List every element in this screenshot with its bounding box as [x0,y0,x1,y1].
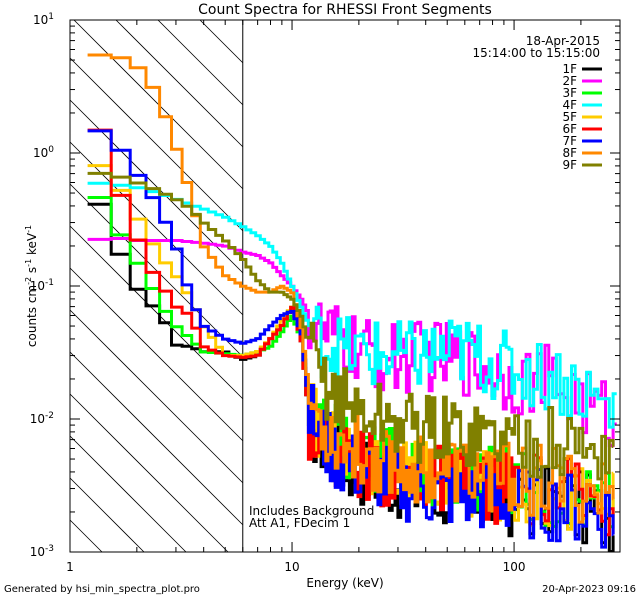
series-line-4F [87,181,617,429]
legend-label-5F: 5F [562,110,577,124]
timestamp-label: 20-Apr-2023 09:16 [542,584,636,595]
y-tick-label: 10-2 [30,411,54,426]
legend-label-8F: 8F [562,146,577,160]
legend-label-2F: 2F [562,74,577,88]
time-range-label: 15:14:00 to 15:15:00 [473,46,600,60]
x-axis-label: Energy (keV) [306,576,383,590]
series-layer [87,53,617,552]
generated-by-label: Generated by hsi_min_spectra_plot.pro [4,584,200,595]
series-line-8F [87,53,615,524]
legend-label-9F: 9F [562,158,577,172]
x-tick-label: 10 [284,560,299,574]
y-tick-label: 100 [33,145,54,160]
axis-ticks: 1 10 100 10-3 10-2 10-1 100 101 [30,12,621,574]
note-background: Includes Background [249,504,374,518]
series-line-9F [87,171,615,481]
y-tick-label: 10-1 [30,278,54,293]
chart-title: Count Spectra for RHESSI Front Segments [198,2,492,18]
x-tick-label: 100 [503,560,526,574]
series-line-7F [87,129,615,549]
legend-label-4F: 4F [562,98,577,112]
note-attenuator: Att A1, FDecim 1 [249,516,350,530]
legend-label-3F: 3F [562,86,577,100]
legend-label-6F: 6F [562,122,577,136]
date-label: 18-Apr-2015 [526,34,600,48]
y-axis-label: counts cm-2 s-1 keV-1 [24,225,39,347]
y-tick-label: 10-3 [30,544,54,559]
legend-label-7F: 7F [562,134,577,148]
x-tick-label: 1 [66,560,74,574]
legend-label-1F: 1F [562,62,577,76]
y-tick-label: 101 [33,12,54,27]
